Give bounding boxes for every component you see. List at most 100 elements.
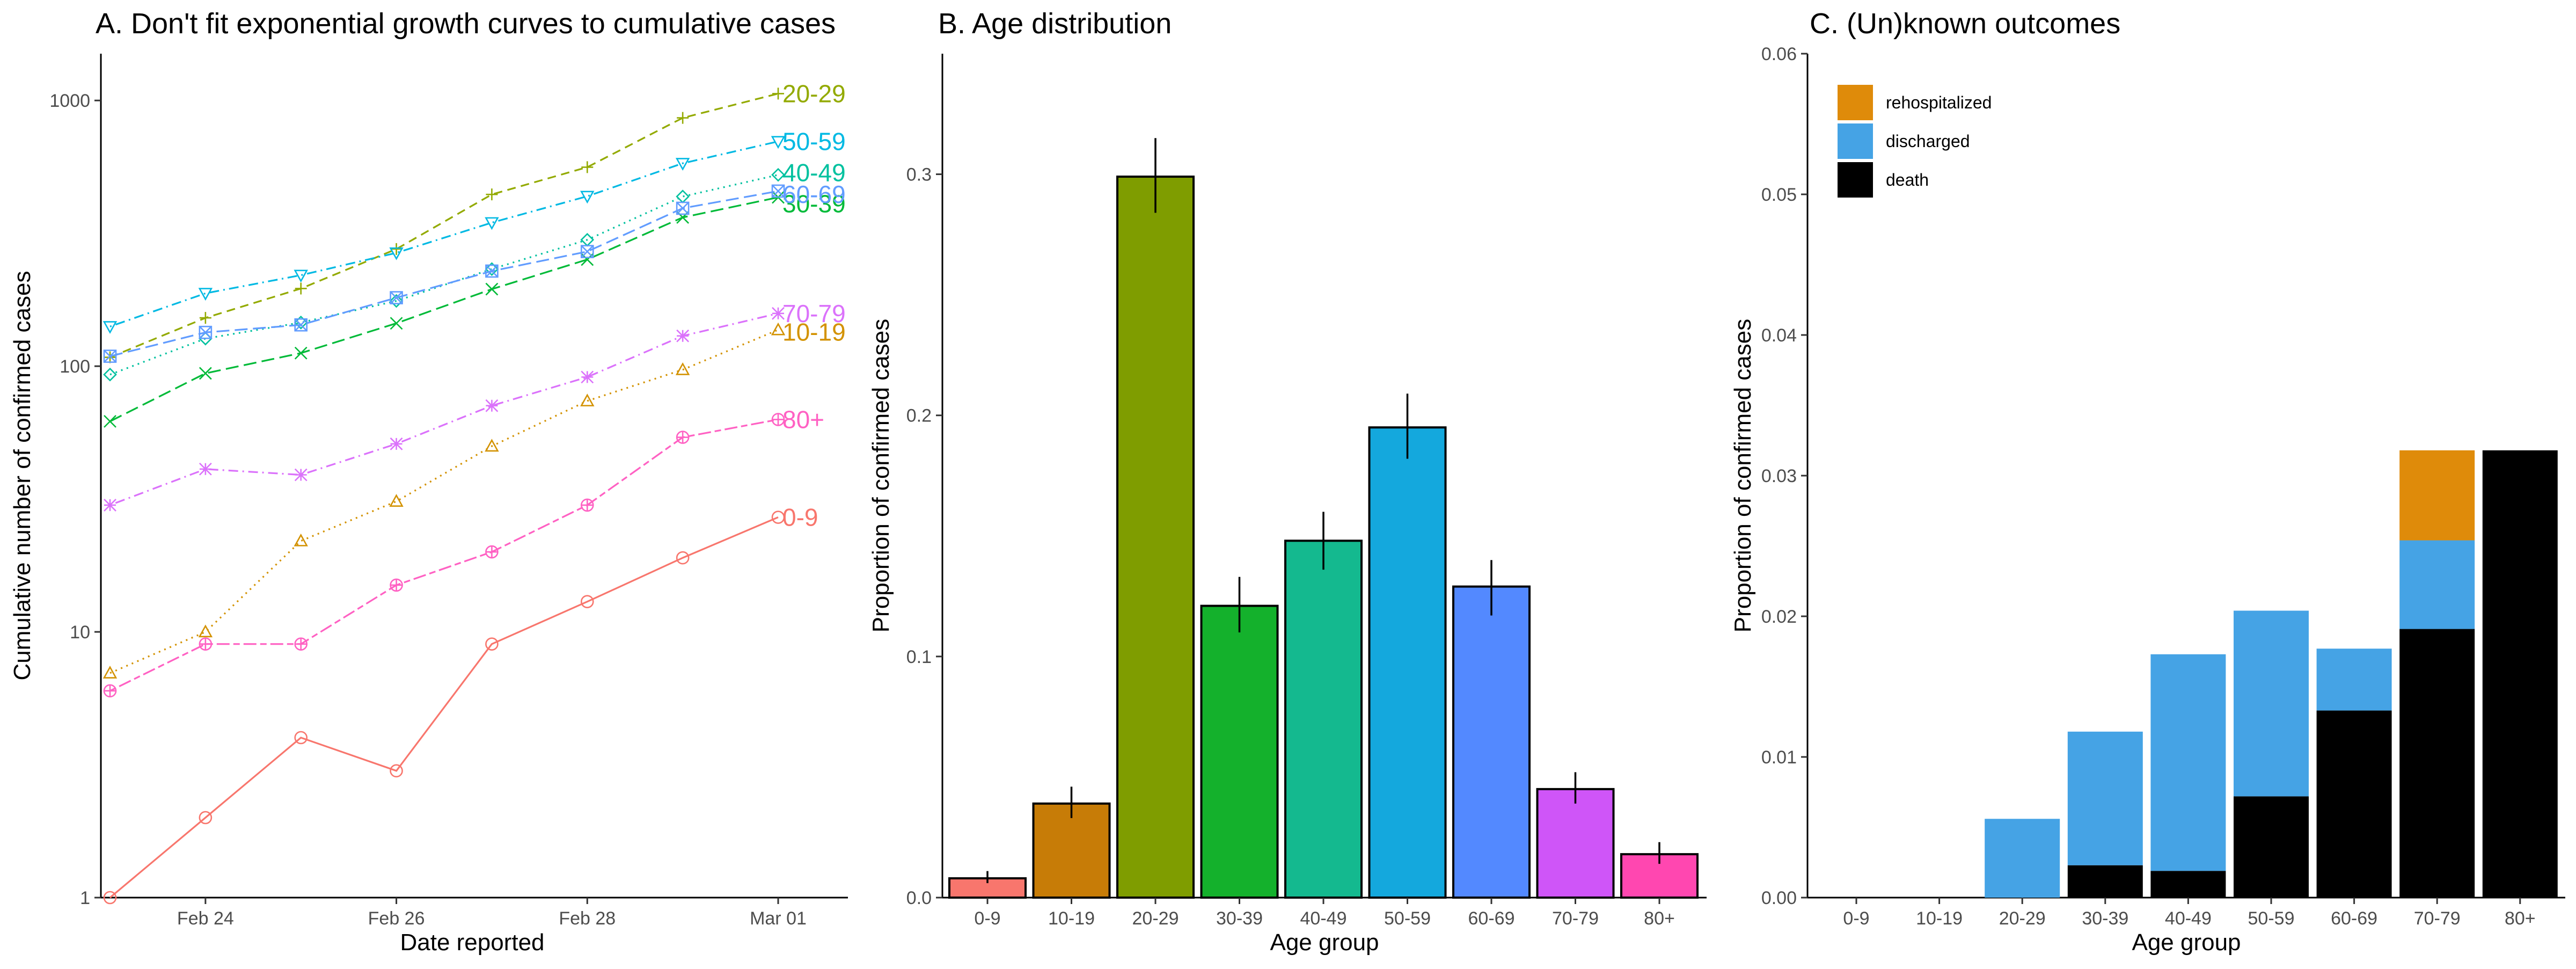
bar-segment-death — [2316, 710, 2392, 898]
x-tick-label: 50-59 — [2248, 908, 2295, 929]
series-end-label: 70-79 — [782, 300, 846, 327]
data-point — [771, 184, 785, 198]
series-line — [109, 329, 779, 674]
series-50-59: 50-59 — [103, 128, 846, 334]
series-end-label: 20-29 — [782, 79, 846, 107]
x-tick-label: 40-49 — [1300, 908, 1347, 929]
data-point — [580, 498, 594, 512]
data-point — [676, 190, 690, 203]
data-point — [772, 88, 784, 100]
bar-segment-discharged — [2399, 540, 2475, 629]
data-point — [198, 624, 213, 638]
data-point — [103, 891, 117, 905]
series-end-label: 40-49 — [782, 159, 846, 187]
data-point — [676, 551, 690, 565]
panel-b-bars — [948, 138, 1699, 899]
data-point — [485, 399, 499, 412]
series-70-79: 70-79 — [104, 300, 846, 512]
legend-item-discharged: discharged — [1838, 123, 1970, 159]
panel-c-y-ticks: 0.00 0.01 0.02 0.03 0.04 0.05 0.06 — [1761, 44, 1807, 908]
series-20-29: 20-29 — [104, 79, 846, 363]
data-point — [198, 288, 213, 301]
panel-b-y-ticks: 0.0 0.1 0.2 0.3 — [906, 165, 942, 908]
legend-item-rehospitalized: rehospitalized — [1838, 85, 1992, 120]
series-line — [109, 140, 779, 327]
y-tick-label: 0.03 — [1761, 466, 1797, 486]
series-10-19: 10-19 — [103, 318, 846, 679]
series-line — [109, 174, 779, 376]
data-point — [390, 578, 403, 592]
data-point — [676, 201, 690, 215]
bar-segment-rehospitalized — [2399, 450, 2475, 541]
y-tick-label: 10 — [70, 622, 90, 643]
data-point — [675, 362, 690, 375]
panel-c-legend: rehospitalized discharged death — [1838, 85, 1992, 198]
data-point — [104, 498, 116, 512]
series-line — [109, 196, 779, 422]
data-point — [294, 346, 308, 360]
data-point — [676, 329, 690, 343]
x-tick-label: 10-19 — [1916, 908, 1963, 929]
bar-50-59 — [1368, 426, 1447, 899]
bar-70-79 — [1536, 788, 1615, 899]
panel-c-bars — [1985, 450, 2558, 898]
panel-a-series: 0-9 10-19 20-29 30-39 40-49 50-59 60-69 70-79 80… — [103, 79, 846, 905]
panel-a-y-label: Cumulative number of confirmed cases — [9, 271, 35, 681]
series-end-label: 80+ — [782, 405, 824, 433]
data-point — [390, 291, 403, 304]
series-60-69: 60-69 — [103, 180, 846, 363]
data-point — [485, 439, 499, 452]
series-end-label: 30-39 — [782, 190, 846, 218]
bar-segment-discharged — [2316, 649, 2392, 711]
data-point — [199, 811, 213, 825]
data-point — [294, 533, 308, 547]
x-tick-label: 80+ — [2505, 908, 2536, 929]
y-tick-label: 0.01 — [1761, 747, 1797, 768]
y-tick-label: 0.1 — [906, 647, 932, 667]
legend-swatch — [1838, 162, 1873, 198]
legend-label: death — [1886, 170, 1929, 190]
data-point — [486, 188, 498, 201]
bar-segment-discharged — [1985, 819, 2060, 898]
data-point — [390, 317, 403, 330]
x-tick-label: 30-39 — [1216, 908, 1263, 929]
legend-swatch — [1838, 123, 1873, 159]
data-point — [771, 136, 786, 149]
y-tick-label: 0.04 — [1761, 325, 1797, 346]
x-tick-label: 0-9 — [974, 908, 1000, 929]
data-point — [675, 158, 690, 171]
series-line — [109, 312, 779, 506]
data-point — [771, 511, 785, 524]
panel-b-y-label: Proportion of confirmed cases — [868, 319, 894, 633]
data-point — [485, 264, 499, 278]
panel-a: A. Don't fit exponential growth curves t… — [9, 8, 848, 956]
data-point — [581, 370, 594, 384]
x-tick-label: 40-49 — [2165, 908, 2212, 929]
data-point — [485, 282, 499, 296]
bar-segment-death — [2399, 629, 2475, 898]
data-point — [390, 243, 402, 255]
data-point — [295, 282, 307, 295]
y-tick-label: 0.06 — [1761, 44, 1797, 64]
data-point — [103, 684, 117, 698]
series-40-49: 40-49 — [103, 159, 846, 382]
panel-b-x-label: Age group — [1270, 929, 1379, 956]
x-tick-label: 50-59 — [1384, 908, 1431, 929]
series-end-label: 50-59 — [782, 128, 846, 156]
legend-label: discharged — [1886, 132, 1970, 151]
data-point — [389, 247, 404, 260]
x-tick-label: 70-79 — [2414, 908, 2461, 929]
data-point — [389, 294, 404, 308]
bar-20-29 — [1116, 176, 1195, 899]
data-point — [771, 322, 786, 336]
panel-a-title: A. Don't fit exponential growth curves t… — [96, 8, 836, 40]
data-point — [103, 321, 118, 334]
data-point — [103, 367, 117, 382]
panel-a-x-label: Date reported — [400, 929, 544, 956]
x-tick-label: Feb 24 — [177, 908, 234, 929]
series-30-39: 30-39 — [104, 190, 846, 428]
data-point — [199, 312, 211, 324]
data-point — [771, 167, 785, 182]
data-point — [676, 431, 690, 444]
series-end-label: 60-69 — [782, 180, 846, 208]
